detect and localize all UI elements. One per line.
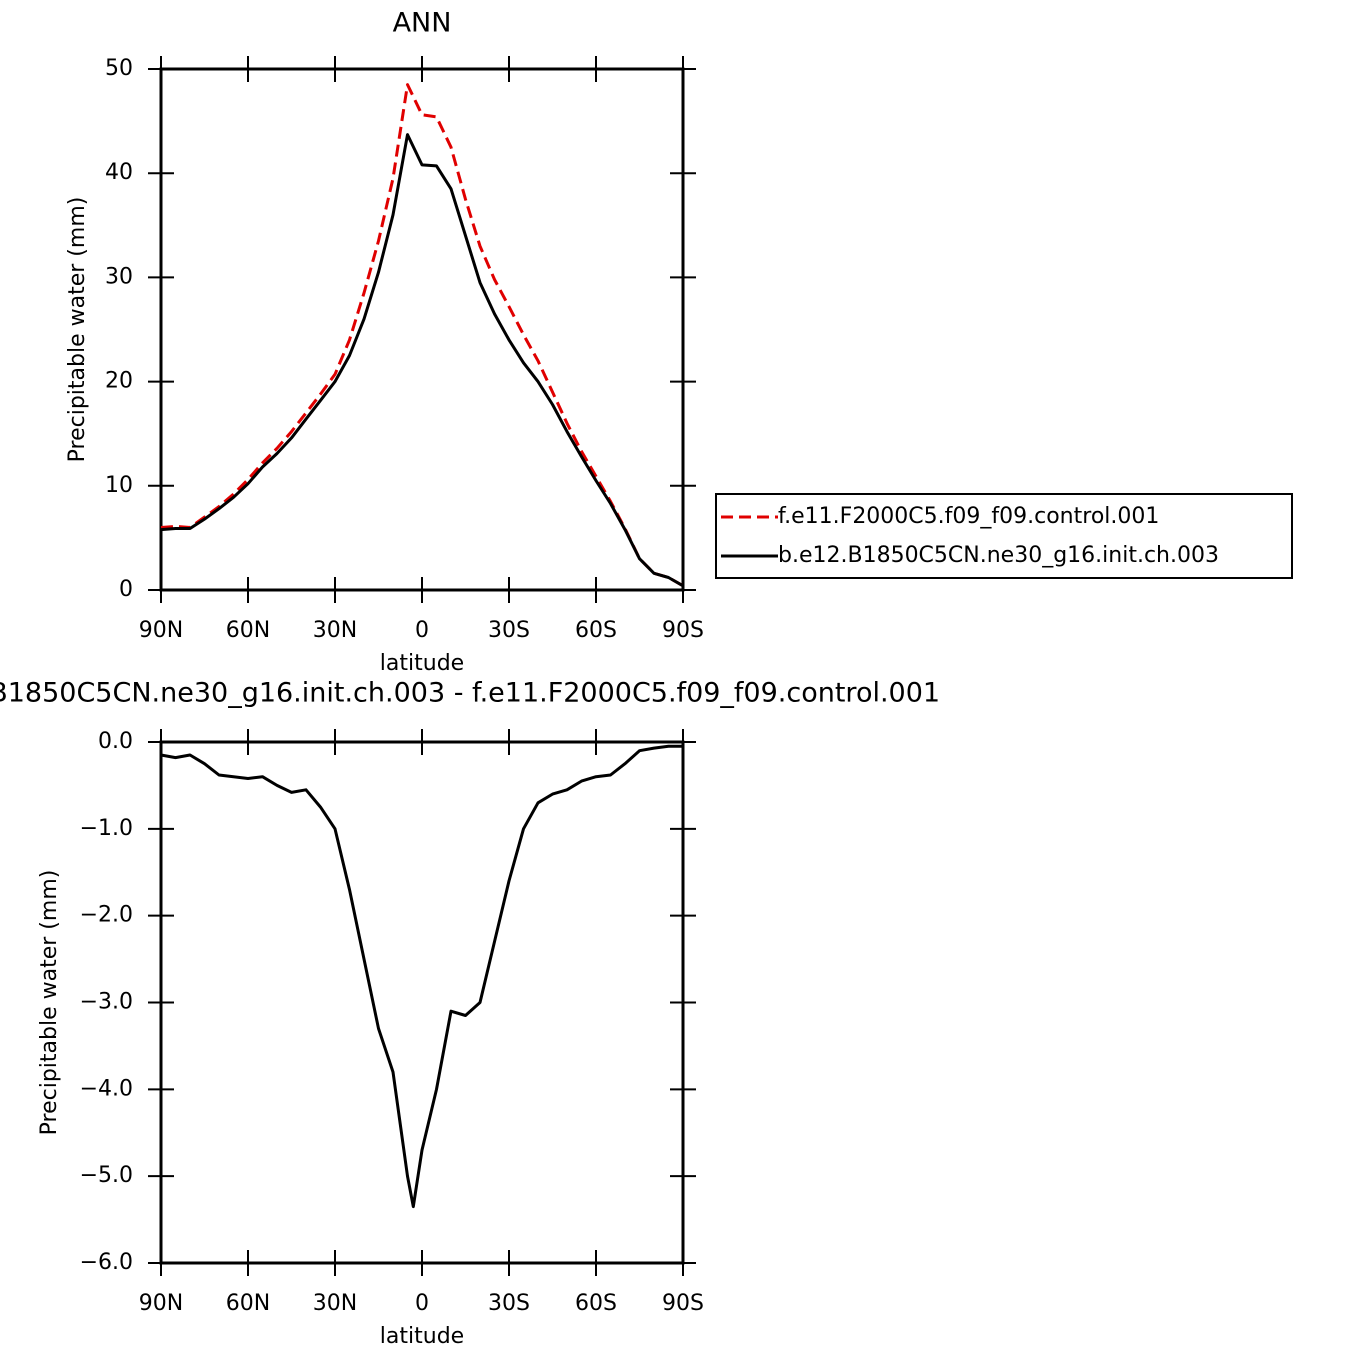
chart-title: ANN [393, 8, 452, 39]
x-tick-label: 0 [415, 618, 429, 643]
y-tick-label: −4.0 [80, 1076, 133, 1101]
y-tick-label: 40 [105, 160, 133, 185]
x-tick-label: 90S [662, 1291, 704, 1316]
y-tick-label: 10 [105, 473, 133, 498]
x-tick-label: 30S [488, 1291, 530, 1316]
legend-box [715, 493, 1293, 579]
y-tick-label: −6.0 [80, 1250, 133, 1275]
plot-frame [159, 740, 685, 1265]
x-tick-label: 60S [575, 618, 617, 643]
x-tick-label: 90S [662, 618, 704, 643]
y-tick-label: 0.0 [98, 729, 133, 754]
x-axis-label: latitude [380, 1324, 464, 1349]
data-line [160, 83, 684, 588]
y-tick-label: −3.0 [80, 990, 133, 1015]
data-line [160, 744, 683, 1209]
chart-title: b.e12.B1850C5CN.ne30_g16.init.ch.003 - f… [0, 678, 940, 709]
x-tick-label: 30N [313, 618, 357, 643]
x-tick-label: 90N [139, 1291, 183, 1316]
legend-label: f.e11.F2000C5.f09_f09.control.001 [778, 504, 1159, 529]
x-tick-label: 60S [575, 1291, 617, 1316]
legend-label: b.e12.B1850C5CN.ne30_g16.init.ch.003 [778, 543, 1219, 568]
y-tick-label: 30 [105, 264, 133, 289]
y-tick-label: 50 [105, 56, 133, 81]
y-tick-label: −2.0 [80, 903, 133, 928]
x-tick-label: 0 [415, 1291, 429, 1316]
x-tick-label: 30S [488, 618, 530, 643]
x-tick-label: 60N [226, 1291, 270, 1316]
x-tick-label: 30N [313, 1291, 357, 1316]
y-tick-label: −5.0 [80, 1163, 133, 1188]
x-axis-label: latitude [380, 651, 464, 676]
x-tick-label: 90N [139, 618, 183, 643]
y-tick-label: 0 [119, 577, 133, 602]
y-tick-label: −1.0 [80, 816, 133, 841]
plot-frame [159, 67, 685, 592]
x-tick-label: 60N [226, 618, 270, 643]
y-tick-label: 20 [105, 369, 133, 394]
data-line [160, 133, 684, 588]
y-axis-label: Precipitable water (mm) [65, 197, 90, 463]
y-axis-label: Precipitable water (mm) [37, 870, 62, 1136]
